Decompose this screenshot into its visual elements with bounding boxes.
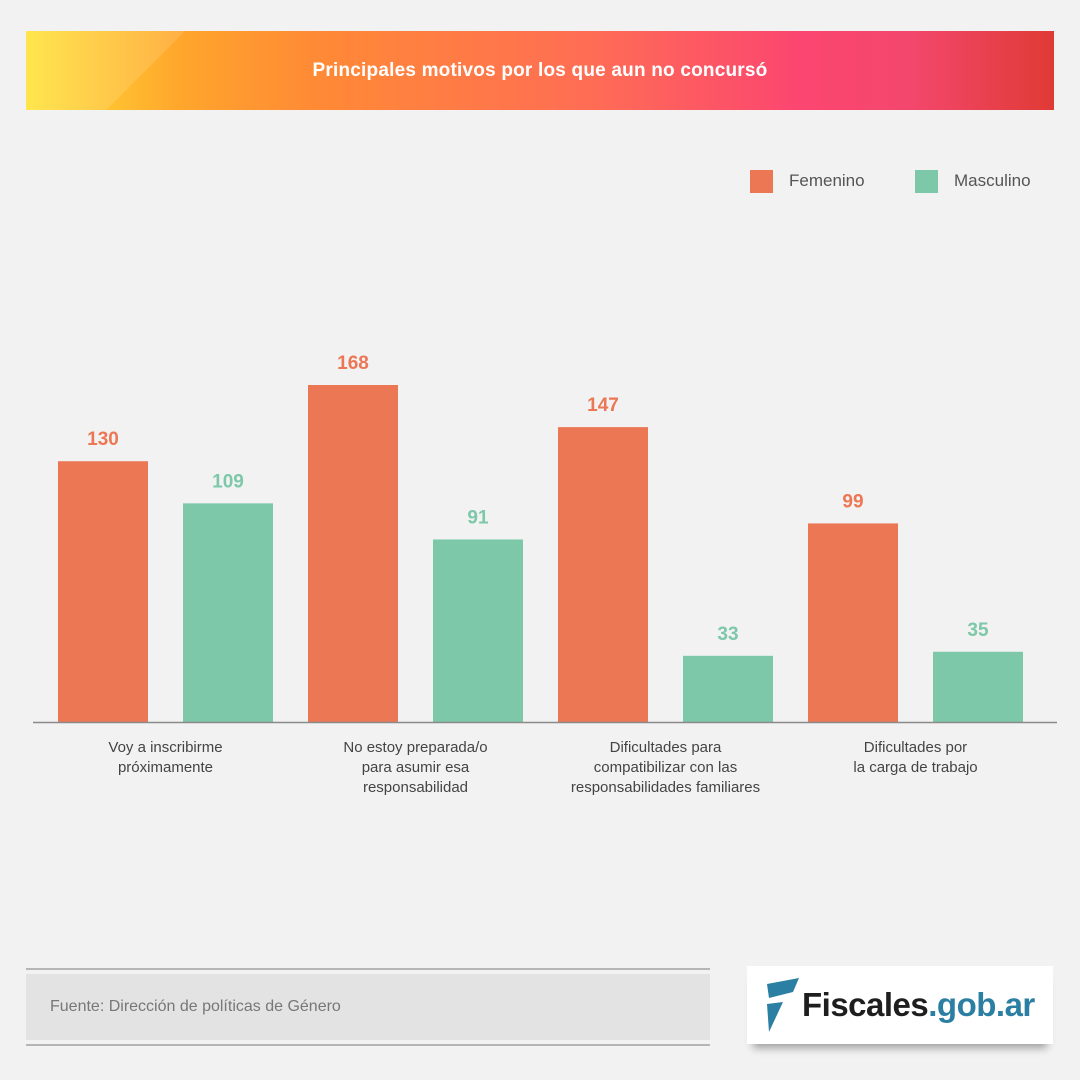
bar-femenino-2 [558, 427, 648, 722]
data-label-masculino-1: 91 [467, 507, 489, 528]
bar-femenino-3 [808, 523, 898, 722]
source-background [26, 974, 710, 1040]
fiscales-logo-icon [767, 978, 799, 1032]
source-text: Fuente: Dirección de políticas de Género [50, 998, 341, 1015]
logo-wordmark: Fiscales.gob.ar [802, 986, 1035, 1023]
data-label-femenino-0: 130 [87, 429, 119, 450]
x-tick-label-3: Dificultades por la carga de trabajo [853, 739, 978, 776]
divider [26, 968, 710, 970]
bar-masculino-2 [683, 655, 773, 722]
data-label-masculino-3: 35 [967, 620, 989, 641]
x-tick-label-0: Voy a inscribirme próximamente [108, 739, 223, 776]
data-label-femenino-1: 168 [337, 353, 369, 374]
divider [26, 1044, 710, 1046]
legend-swatch-femenino [750, 169, 773, 193]
legend-item-femenino: Femenino [750, 169, 865, 193]
bar-masculino-0 [183, 503, 273, 722]
fiscales-logo: Fiscales.gob.ar [747, 966, 1053, 1044]
legend-label-femenino: Femenino [789, 171, 865, 190]
bar-femenino-0 [58, 461, 148, 722]
x-tick-label-1: No estoy preparada/o para asumir esa respo… [343, 739, 488, 796]
data-label-femenino-3: 99 [842, 491, 863, 512]
data-label-masculino-2: 33 [717, 624, 738, 645]
x-tick-label-2: Dificultades para compatibilizar con las r… [570, 739, 761, 796]
legend-swatch-masculino [915, 169, 938, 193]
legend-item-masculino: Masculino [915, 169, 1031, 193]
title-banner: Principales motivos por los que aun no c… [26, 31, 1054, 110]
data-label-masculino-0: 109 [212, 471, 244, 492]
bar-masculino-3 [933, 651, 1023, 722]
bar-femenino-1 [308, 385, 398, 722]
chart-title: Principales motivos por los que aun no c… [312, 60, 768, 81]
legend-label-masculino: Masculino [954, 171, 1031, 190]
bar-masculino-1 [433, 539, 523, 722]
source-box: Fuente: Dirección de políticas de Género [26, 968, 710, 1046]
data-label-femenino-2: 147 [587, 395, 619, 416]
